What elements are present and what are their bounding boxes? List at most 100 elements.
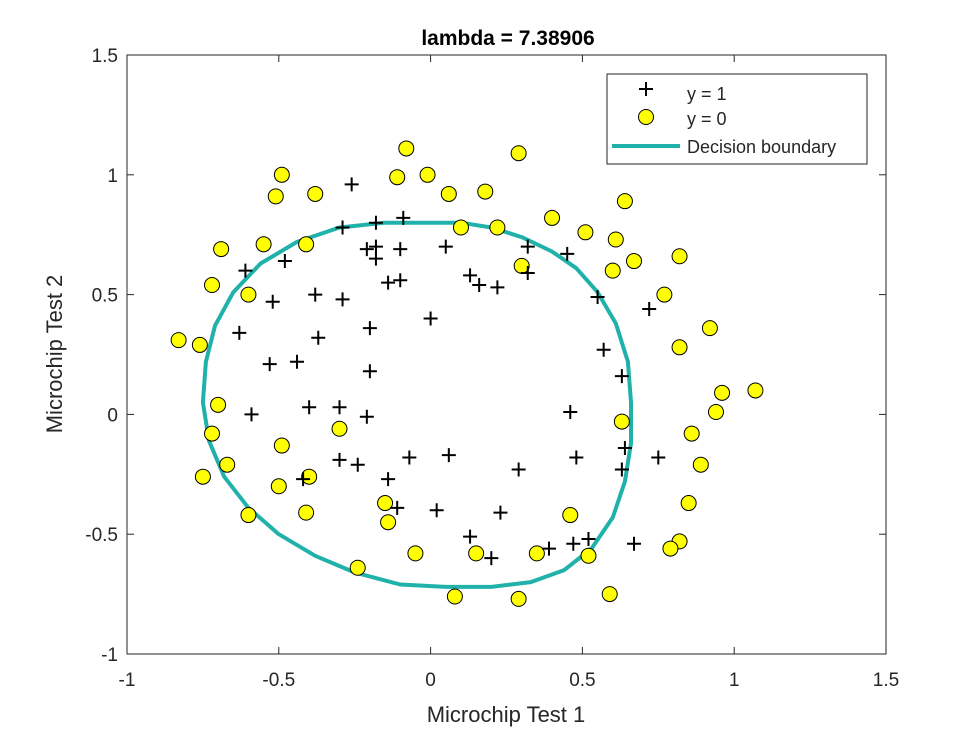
negative-point [671, 248, 688, 265]
negative-point [468, 545, 485, 562]
positive-point [359, 409, 374, 424]
y-tick-label: 0.5 [92, 286, 118, 307]
negative-point [613, 413, 630, 430]
negative-point [219, 456, 236, 473]
positive-point [308, 287, 323, 302]
negative-point [204, 277, 221, 294]
positive-point [490, 280, 505, 295]
negative-point [273, 437, 290, 454]
positive-point [511, 462, 526, 477]
y-axis-label: Microchip Test 2 [42, 275, 67, 434]
negative-point [714, 384, 731, 401]
positive-point [238, 263, 253, 278]
negative-point [701, 320, 718, 337]
y-tick-label: -1 [101, 645, 118, 666]
positive-point [381, 275, 396, 290]
negative-point [270, 478, 287, 495]
negative-point [489, 219, 506, 236]
negative-point [267, 188, 284, 205]
chart-title: lambda = 7.38906 [421, 27, 594, 50]
negative-point [580, 547, 597, 564]
positive-point [368, 251, 383, 266]
axis-tick-labels: -1 -0.5 0 0.5 1 1.5 -1 -0.5 0 0.5 1 1.5 [85, 46, 899, 691]
negative-point [307, 185, 324, 202]
positive-point [381, 472, 396, 487]
legend-label: Decision boundary [687, 137, 836, 157]
negative-point [298, 236, 315, 253]
negative-point [407, 545, 424, 562]
negative-point [377, 495, 394, 512]
negative-point [656, 286, 673, 303]
negative-point [204, 425, 221, 442]
negative-points-layer [170, 140, 764, 607]
negative-point [452, 219, 469, 236]
negative-point [210, 396, 227, 413]
positive-point [429, 503, 444, 518]
positive-point [423, 311, 438, 326]
positive-point [232, 325, 247, 340]
legend-circle-marker [638, 109, 654, 125]
negative-point [331, 420, 348, 437]
positive-point [350, 457, 365, 472]
positive-point [596, 342, 611, 357]
negative-point [747, 382, 764, 399]
x-tick-label: 0 [425, 670, 436, 691]
positive-point [390, 500, 405, 515]
negative-point [616, 193, 633, 210]
negative-point [194, 468, 211, 485]
negative-point [398, 140, 415, 157]
positive-point [332, 452, 347, 467]
positive-point [359, 242, 374, 257]
negative-point [604, 262, 621, 279]
positive-point [614, 369, 629, 384]
negative-point [577, 224, 594, 241]
negative-point [607, 231, 624, 248]
legend-plus-marker [639, 82, 653, 96]
positive-point [332, 400, 347, 415]
positive-point [438, 239, 453, 254]
positive-point [335, 220, 350, 235]
positive-point [614, 462, 629, 477]
positive-point [302, 400, 317, 415]
positive-point [368, 239, 383, 254]
negative-point [240, 507, 257, 524]
positive-point [463, 268, 478, 283]
positive-point [402, 450, 417, 465]
y-tick-label: 1 [107, 166, 118, 187]
y-tick-label: 0 [107, 405, 118, 426]
legend-label: y = 1 [687, 84, 727, 104]
positive-point [651, 450, 666, 465]
decision-boundary-layer [200, 220, 633, 589]
positive-point [563, 405, 578, 420]
positive-point [560, 246, 575, 261]
positive-point [262, 357, 277, 372]
negative-point [510, 145, 527, 162]
positive-point [362, 364, 377, 379]
legend-label: y = 0 [687, 109, 727, 129]
positive-point [368, 215, 383, 230]
legend: y = 1 y = 0 Decision boundary [606, 73, 868, 165]
y-tick-label: 1.5 [92, 46, 118, 67]
x-tick-label: -0.5 [262, 670, 295, 691]
x-tick-label: 1.5 [873, 670, 899, 691]
positive-point [627, 536, 642, 551]
negative-point [298, 504, 315, 521]
negative-point [240, 286, 257, 303]
negative-point [680, 495, 697, 512]
negative-point [477, 183, 494, 200]
negative-point [601, 586, 618, 603]
positive-point [296, 472, 311, 487]
negative-point [380, 514, 397, 531]
decision-boundary-line [200, 220, 633, 589]
positive-point [581, 531, 596, 546]
negative-point [446, 588, 463, 605]
x-axis-label: Microchip Test 1 [427, 702, 586, 727]
negative-point [440, 185, 457, 202]
negative-point [191, 336, 208, 353]
axis-ticks [126, 54, 887, 655]
negative-point [692, 456, 709, 473]
y-tick-label: -0.5 [85, 525, 118, 546]
positive-point [277, 254, 292, 269]
negative-point [626, 253, 643, 270]
